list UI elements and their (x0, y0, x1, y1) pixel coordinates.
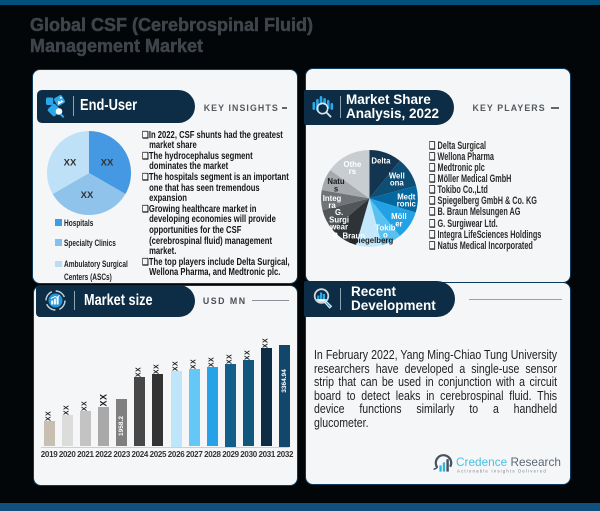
svg-text:B. Braun: B. Braun (332, 231, 365, 240)
svg-text:Möll: Möll (391, 212, 407, 221)
svg-text:ronic: ronic (397, 200, 417, 209)
svg-text:Delta: Delta (371, 156, 391, 165)
svg-text:Surgi: Surgi (329, 215, 349, 224)
svg-text:G.: G. (335, 208, 343, 217)
svg-text:Integ: Integ (322, 194, 341, 203)
svg-text:ona: ona (390, 179, 405, 188)
svg-text:XX: XX (101, 158, 114, 169)
svg-text:rs: rs (349, 167, 357, 176)
svg-text:Natu: Natu (327, 177, 345, 186)
svg-text:o: o (383, 231, 388, 240)
svg-text:s: s (334, 184, 339, 193)
svg-text:Othe: Othe (343, 160, 361, 169)
svg-text:er: er (395, 219, 402, 228)
svg-text:Tokib: Tokib (375, 223, 395, 232)
svg-text:wear: wear (329, 223, 348, 232)
svg-text:XX: XX (81, 190, 94, 201)
svg-text:Credence Research: Credence Research (456, 455, 561, 469)
svg-text:XX: XX (64, 158, 77, 169)
svg-text:Well: Well (389, 171, 405, 180)
svg-text:ra: ra (328, 201, 336, 210)
svg-text:Medt: Medt (397, 193, 416, 202)
svg-text:Actionable Insights Delivered: Actionable Insights Delivered (457, 468, 547, 473)
svg-text:Spiegelberg: Spiegelberg (348, 236, 393, 245)
